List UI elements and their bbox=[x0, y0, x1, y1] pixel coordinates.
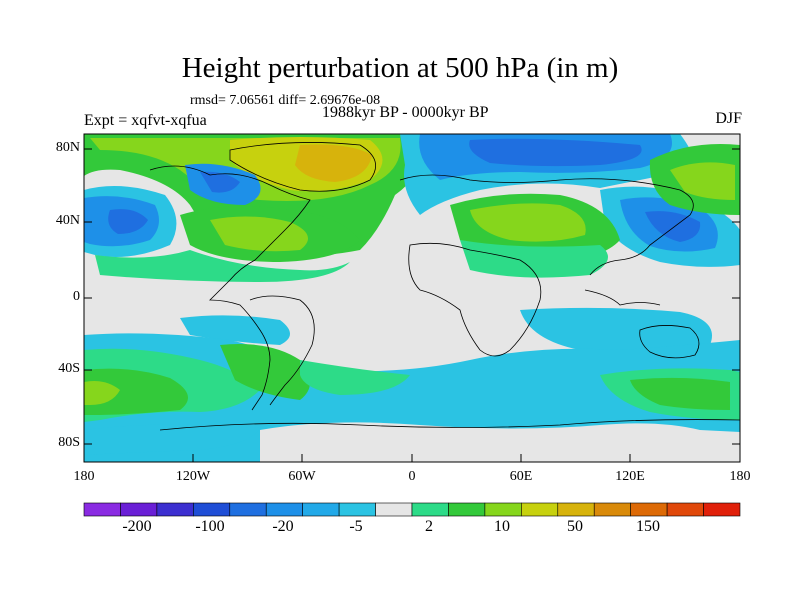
contour-satlantic-green bbox=[220, 344, 310, 400]
coastlines bbox=[149, 142, 740, 431]
lon-label-180e: 180 bbox=[729, 469, 751, 484]
lon-label-60e: 60E bbox=[509, 469, 533, 484]
contour-namerica-yellowgreen bbox=[210, 216, 308, 252]
experiment-label: Expt = xqfvt-xqfua bbox=[84, 112, 207, 129]
colorbar-swatch bbox=[703, 502, 741, 517]
contour-easia-darkblue bbox=[645, 211, 701, 242]
lat-label-40n: 40N bbox=[55, 213, 80, 228]
colorbar-label: 150 bbox=[636, 518, 660, 535]
contour-field bbox=[84, 134, 740, 462]
colorbar-swatch bbox=[448, 502, 486, 517]
stats-text: rmsd= 7.06561 diff= 2.69676e-08 bbox=[190, 93, 381, 108]
contour-namerica-seagreen bbox=[95, 250, 350, 282]
contour-satlantic-seagreen bbox=[300, 360, 410, 395]
colorbar-swatch bbox=[156, 502, 194, 517]
colorbar-label: 2 bbox=[425, 518, 433, 535]
contour-sindian-green bbox=[630, 377, 730, 410]
colorbar-label: -100 bbox=[195, 518, 225, 535]
lat-label-80n: 80N bbox=[55, 140, 80, 155]
colorbar-swatch bbox=[411, 502, 449, 517]
colorbar-swatch bbox=[630, 502, 668, 517]
colorbar-swatch bbox=[83, 502, 121, 517]
contour-europe-yellowgreen bbox=[470, 203, 586, 242]
colorbar-label: -200 bbox=[122, 518, 152, 535]
colorbar bbox=[83, 502, 741, 517]
contour-antarctic-cyan bbox=[84, 424, 260, 455]
season-label: DJF bbox=[715, 110, 742, 127]
colorbar-swatch bbox=[666, 502, 704, 517]
colorbar-label: -20 bbox=[272, 518, 294, 535]
colorbar-swatch bbox=[302, 502, 340, 517]
colorbar-swatch bbox=[229, 502, 267, 517]
colorbar-label: 50 bbox=[567, 518, 583, 535]
colorbar-swatch bbox=[120, 502, 158, 517]
contour-south-yellowgreen bbox=[84, 381, 120, 405]
colorbar-swatch bbox=[484, 502, 522, 517]
period-label: 1988kyr BP - 0000kyr BP bbox=[322, 104, 489, 121]
contour-antarctic-grey bbox=[260, 422, 740, 462]
contour-europe-seagreen bbox=[460, 240, 608, 278]
lon-label-120w: 120W bbox=[175, 469, 211, 484]
colorbar-swatch bbox=[193, 502, 231, 517]
contour-indian-ocean-cyan bbox=[520, 307, 712, 351]
contour-eurasia-darkblue bbox=[469, 138, 642, 167]
colorbar-swatch bbox=[557, 502, 595, 517]
contour-south-green bbox=[84, 368, 188, 415]
lon-label-120e: 120E bbox=[615, 469, 645, 484]
colorbar-swatch bbox=[375, 502, 413, 517]
colorbar-label: 10 bbox=[494, 518, 510, 535]
lat-label-0: 0 bbox=[73, 289, 80, 304]
colorbar-label: -5 bbox=[349, 518, 363, 535]
contour-greenland-gold bbox=[295, 144, 372, 182]
contour-npac-darkblue bbox=[108, 209, 148, 234]
lat-label-80s: 80S bbox=[58, 435, 80, 450]
map-title: Height perturbation at 500 hPa (in m) bbox=[181, 52, 619, 84]
contour-canada-darkblue bbox=[200, 171, 240, 193]
colorbar-swatch bbox=[593, 502, 631, 517]
contour-bering-yellowgreen bbox=[670, 162, 735, 200]
colorbar-swatch bbox=[521, 502, 559, 517]
lon-label-0: 0 bbox=[408, 469, 416, 484]
axis-ticks bbox=[83, 148, 741, 462]
lat-label-40s: 40S bbox=[58, 361, 80, 376]
lon-label-180w: 180 bbox=[73, 469, 95, 484]
lon-label-60w: 60W bbox=[288, 469, 316, 484]
colorbar-swatch bbox=[265, 502, 303, 517]
colorbar-swatch bbox=[338, 502, 376, 517]
